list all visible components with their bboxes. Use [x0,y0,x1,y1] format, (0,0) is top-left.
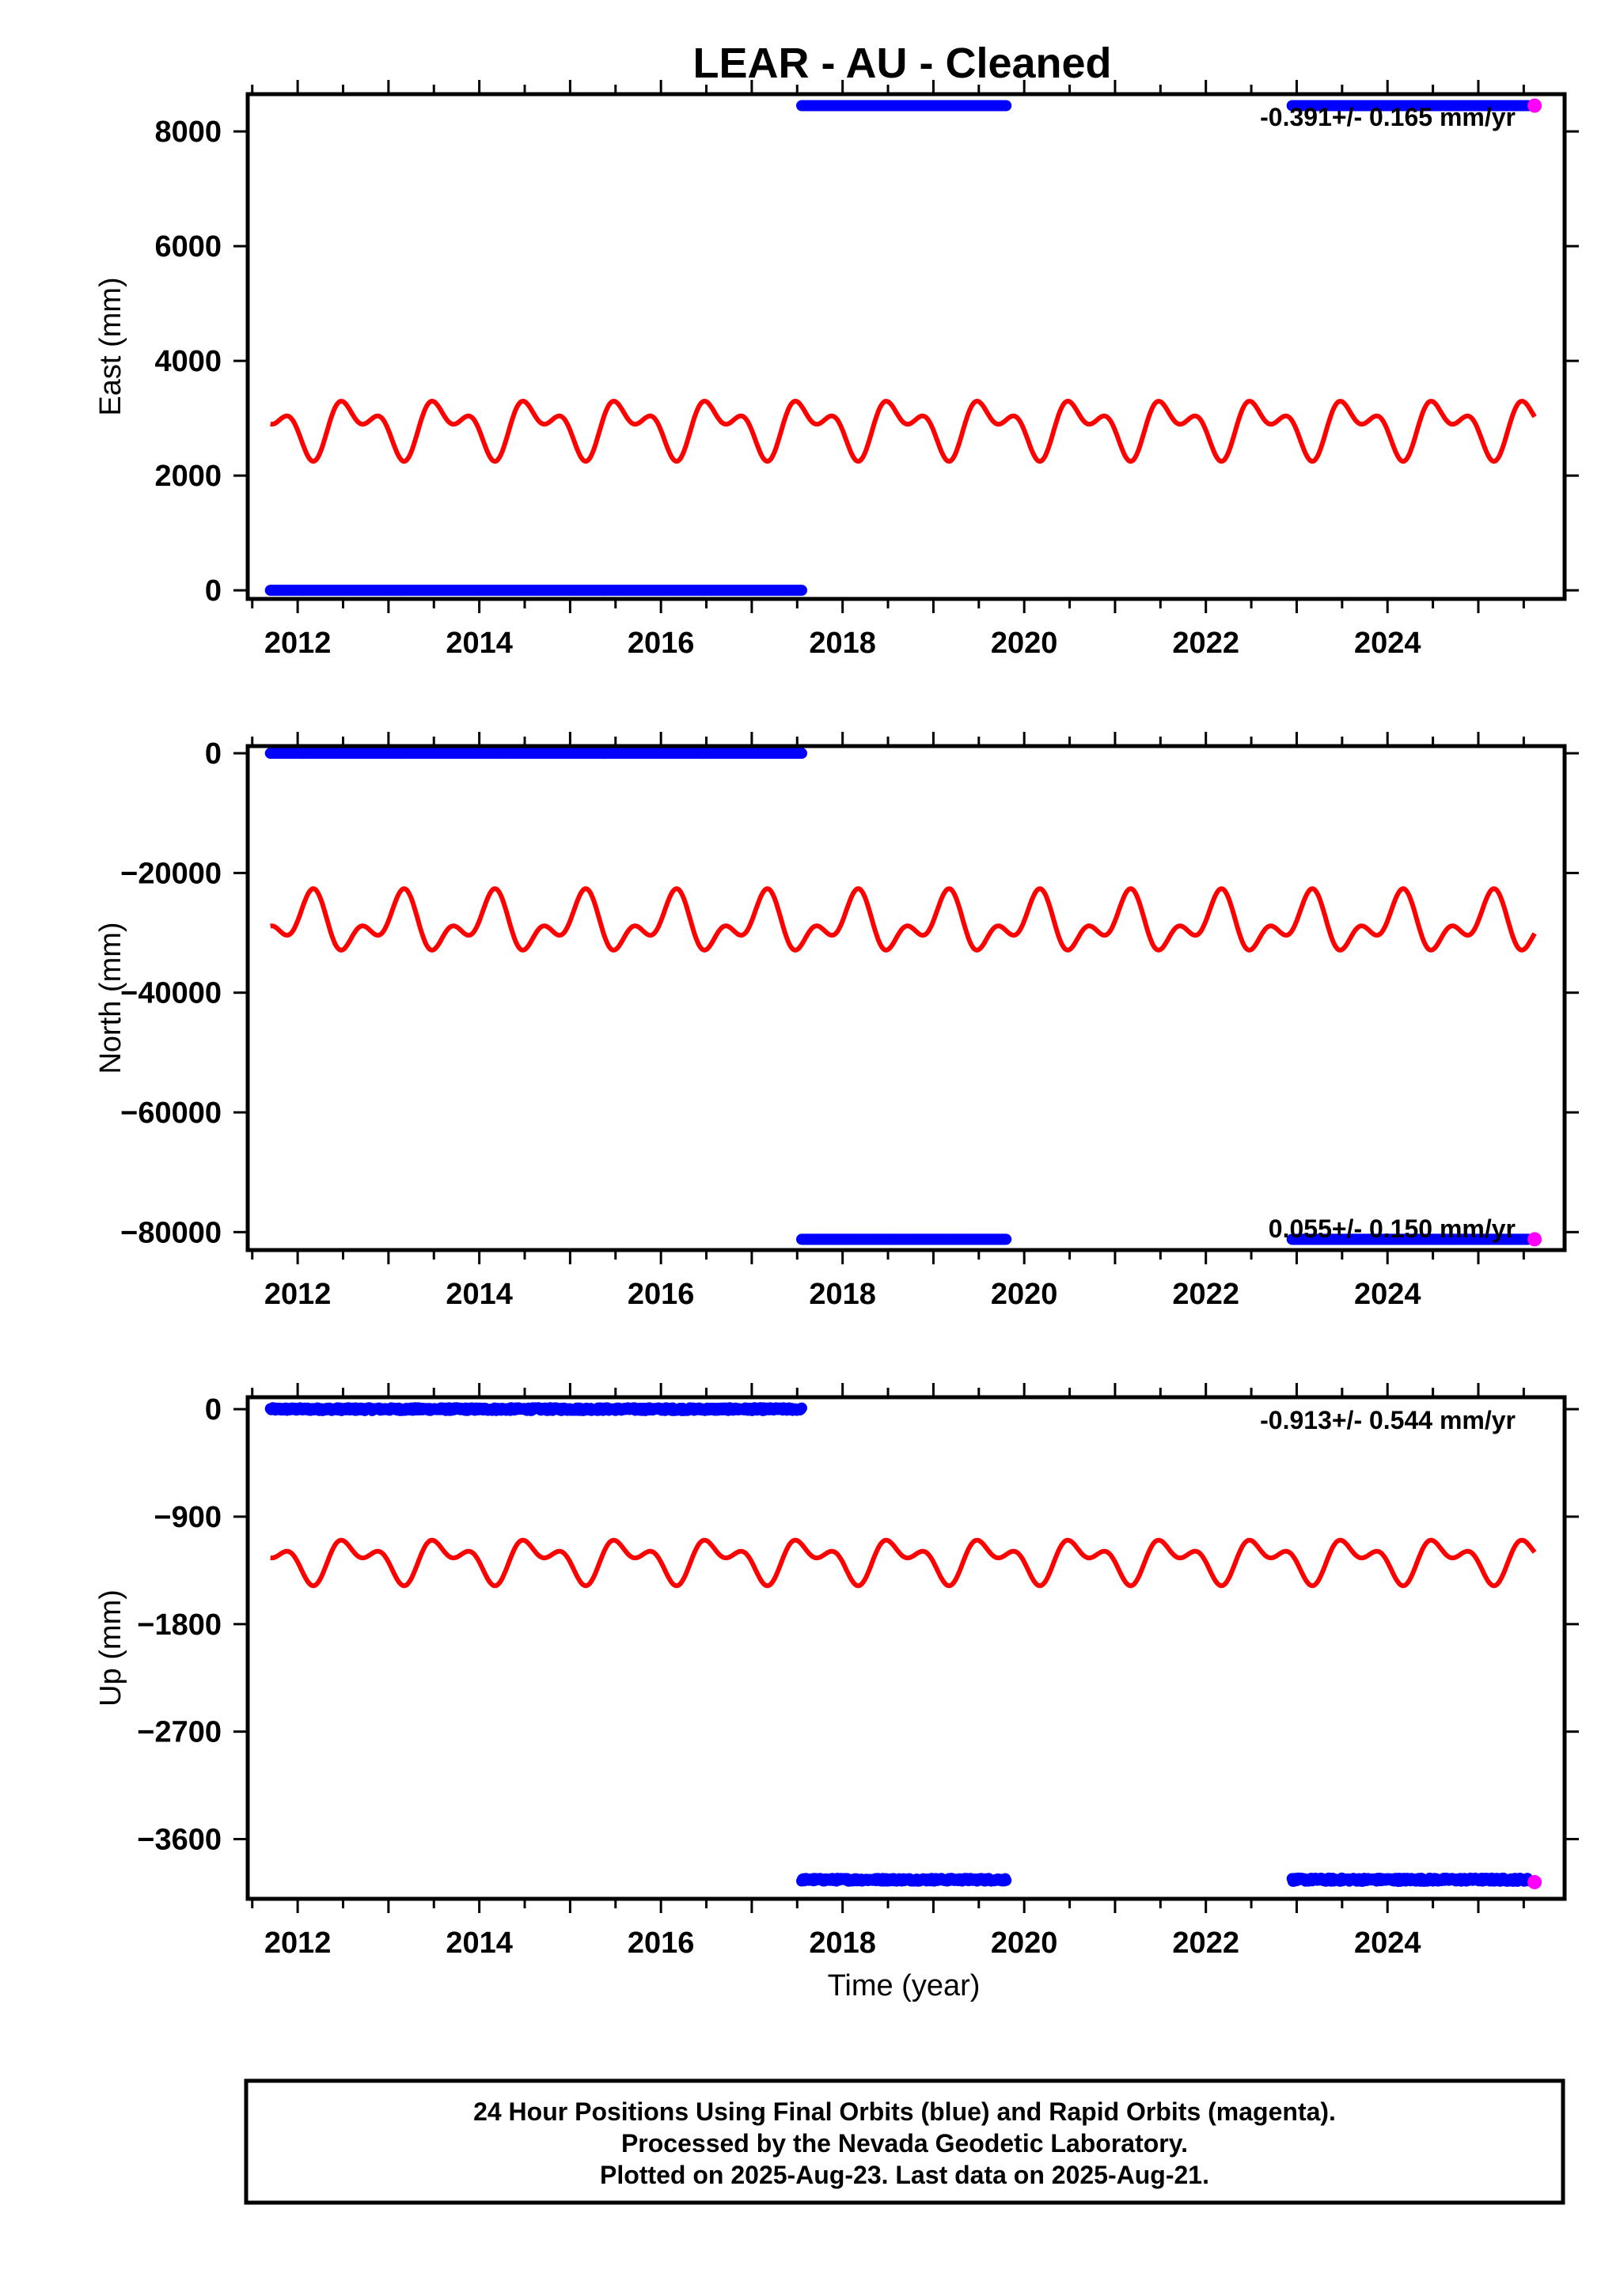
up-axis-label: Up (mm) [94,1589,127,1707]
up-series-rapid-3 [1527,1874,1542,1889]
east-axis-label: East (mm) [94,277,127,415]
up-series-final-1 [796,1873,1012,1887]
north-model-line [269,886,1537,953]
up-panel-frame [245,1395,1567,1901]
east-model-line [269,399,1537,464]
east-y-tick-label: 2000 [154,460,222,493]
north-rate-label: 0.055+/- 0.150 mm/yr [1269,1214,1516,1243]
east-series-final-2 [1286,100,1535,112]
north-y-tick-label: −20000 [120,857,222,890]
up-plot-area [264,1402,1542,1889]
up-series-final-2 [1286,1872,1535,1887]
north-series-rapid-3 [1527,1232,1542,1247]
east-y-tick-label: 4000 [154,345,222,378]
east-x-tick-label: 2018 [809,627,876,660]
east-y-tick-label: 8000 [154,116,222,149]
east-y-ticks [233,130,1579,592]
east-x-tick-label: 2022 [1172,627,1239,660]
east-x-tick-label: 2024 [1354,627,1421,660]
up-x-tick-label: 2022 [1172,1927,1239,1960]
north-x-tick-label: 2014 [446,1278,513,1311]
north-series-final-2 [1286,1233,1535,1245]
north-data-point [796,748,807,760]
footer-line-1: 24 Hour Positions Using Final Orbits (bl… [473,2097,1336,2126]
x-axis-label: Time (year) [828,1969,981,2002]
up-x-tick-label: 2014 [446,1927,513,1960]
up-x-ticks [251,1383,1525,1913]
north-data-point [1527,1232,1542,1247]
east-x-ticks [251,80,1525,613]
north-data-point [1000,1233,1012,1245]
up-y-tick-label: −2700 [137,1716,222,1749]
east-panel-frame [245,92,1567,601]
north-x-ticks [251,732,1525,1264]
east-panel: East (mm) -0.391+/- 0.165 mm/yr 2012 2014… [94,80,1579,660]
east-series-rapid-3 [1527,98,1542,113]
up-x-tick-label: 2016 [628,1927,695,1960]
up-model-line [269,1537,1537,1589]
north-y-tick-label: −80000 [120,1216,222,1249]
north-x-tick-label: 2018 [809,1278,876,1311]
up-y-tick-label: −1800 [137,1608,222,1642]
north-y-tick-label: 0 [205,737,222,771]
north-y-tick-label: −60000 [120,1097,222,1130]
up-x-tick-label: 2020 [991,1927,1058,1960]
north-x-tick-label: 2012 [264,1278,332,1311]
east-data-point [1000,100,1012,112]
up-x-tick-label: 2018 [809,1927,876,1960]
north-panel-frame [245,744,1567,1252]
up-panel: Up (mm) -0.913+/- 0.544 mm/yr 2012 2014 20… [94,1383,1579,1960]
east-x-tick-label: 2014 [446,627,513,660]
up-y-tick-label: −3600 [137,1824,222,1857]
east-plot-area [264,98,1542,597]
north-x-tick-label: 2020 [991,1278,1058,1311]
east-y-tick-label: 0 [205,574,222,608]
north-x-tick-label: 2022 [1172,1278,1239,1311]
east-series-final-0 [264,585,807,597]
up-x-tick-label: 2024 [1354,1927,1421,1960]
east-rate-label: -0.391+/- 0.165 mm/yr [1260,103,1516,131]
footer-line-3: Plotted on 2025-Aug-23. Last data on 202… [600,2161,1209,2189]
footer-line-2: Processed by the Nevada Geodetic Laborat… [621,2129,1188,2158]
east-y-tick-label: 6000 [154,230,222,263]
footer-box: 24 Hour Positions Using Final Orbits (bl… [244,2078,1565,2205]
up-x-tick-label: 2012 [264,1927,332,1960]
up-y-tick-label: 0 [205,1393,222,1426]
east-series-final-1 [796,100,1012,112]
figure-title: LEAR - AU - Cleaned [692,40,1111,87]
east-x-tick-label: 2020 [991,627,1058,660]
up-data-point [1000,1874,1012,1886]
north-series-final-1 [796,1233,1012,1245]
east-x-tick-label: 2012 [264,627,332,660]
east-data-point [796,585,807,597]
north-y-tick-label: −40000 [120,977,222,1010]
up-rate-label: -0.913+/- 0.544 mm/yr [1260,1406,1516,1434]
north-panel: North (mm) 0.055+/- 0.150 mm/yr 2012 2014… [94,732,1579,1311]
north-series-final-0 [264,748,807,760]
east-data-point [1527,98,1542,113]
north-plot-area [264,748,1542,1247]
up-series-final-0 [264,1402,807,1416]
east-x-tick-label: 2016 [628,627,695,660]
north-x-tick-label: 2024 [1354,1278,1421,1311]
up-data-point [1527,1874,1542,1889]
up-data-point [796,1402,807,1414]
up-y-tick-label: −900 [154,1501,222,1534]
north-x-tick-label: 2016 [628,1278,695,1311]
up-y-ticks [233,1408,1579,1841]
north-y-ticks [233,752,1579,1233]
